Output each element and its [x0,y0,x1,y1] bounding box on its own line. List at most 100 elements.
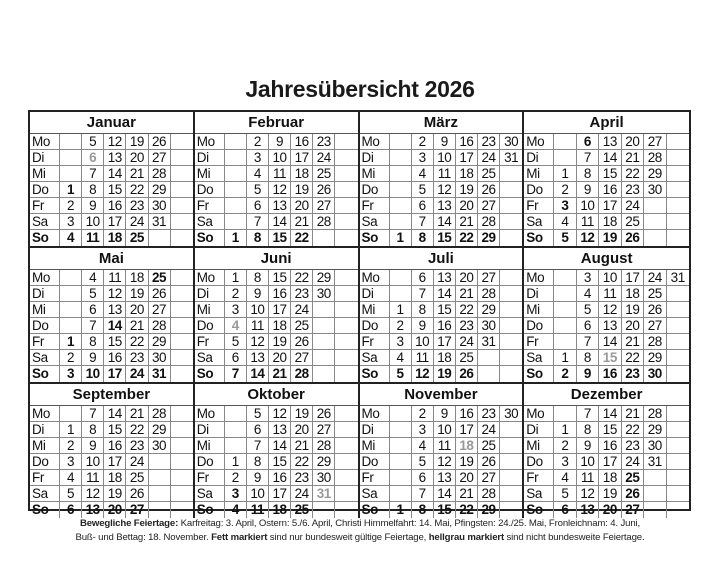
day-cell: 21 [291,438,314,454]
month-block: August Mo 3 10 17 24 31 Di 4 11 18 25 Mi 5 12 19 26 Do 6 13… [524,248,689,384]
day-cell: 5 [390,366,412,382]
weekday-label: Fr [524,470,555,486]
weekday-label: Fr [30,198,60,214]
day-cell: 6 [576,318,600,334]
month-days: Mo 1 8 15 22 29 Di 2 9 16 23 30 Mi 3 10 17 24 Do 4 11 18 25 Fr… [194,270,358,382]
day-cell: 20 [621,134,645,150]
day-cell: 30 [313,286,336,302]
empty-cell [389,406,412,422]
empty-cell [170,454,193,470]
month-block: Dezember Mo 7 14 21 28 Di 1 8 15 22 29 Mi 2 9 16 23 30 Do 3… [524,384,689,518]
day-cell: 20 [621,318,645,334]
weekday-label: Di [524,422,555,438]
month-block: Februar Mo 2 9 16 23 Di 3 10 17 24 Mi 4 11 18 25 Do 5 12 19… [194,112,360,248]
day-cell: 13 [246,350,269,366]
footer-bold-label: Fett markiert [211,532,268,543]
day-cell: 5 [82,286,105,302]
day-cell: 10 [82,214,105,230]
day-cell: 18 [269,502,292,518]
empty-cell [170,422,193,438]
day-cell: 7 [246,438,269,454]
day-cell: 13 [433,470,456,486]
day-cell: 14 [269,214,292,230]
day-cell: 22 [621,166,645,182]
month-name: September [30,384,193,406]
empty-cell [171,502,193,518]
empty-cell [224,422,247,438]
day-cell: 2 [554,366,577,382]
day-cell: 30 [478,318,501,334]
day-cell: 19 [599,486,622,502]
day-cell: 24 [478,422,501,438]
day-cell: 19 [291,182,314,198]
empty-cell [500,286,523,302]
day-cell: 11 [411,350,434,366]
day-cell: 5 [224,334,247,350]
empty-cell [335,470,358,486]
empty-cell [500,502,522,518]
day-cell: 12 [246,334,269,350]
weekday-label: Di [524,150,555,166]
month-name: Juli [359,248,523,270]
empty-cell [335,366,357,382]
day-cell: 19 [269,334,292,350]
day-cell: 2 [554,182,577,198]
day-cell: 22 [456,230,478,246]
day-cell: 7 [246,214,269,230]
day-cell: 1 [390,230,412,246]
day-cell: 13 [104,302,127,318]
day-cell: 11 [599,286,622,302]
empty-cell [170,350,193,366]
day-cell: 27 [313,422,336,438]
weekday-label: Fr [359,334,390,350]
day-cell: 10 [246,302,269,318]
empty-cell [148,454,171,470]
empty-cell [335,150,358,166]
weekday-label: Do [30,318,60,334]
day-cell: 30 [644,182,667,198]
day-cell: 3 [411,150,434,166]
day-cell: 11 [576,214,600,230]
day-cell: 16 [433,318,456,334]
empty-cell [224,166,247,182]
weekday-label: Mi [30,166,60,182]
day-cell: 15 [269,230,292,246]
day-cell: 16 [269,470,292,486]
day-cell: 11 [104,270,127,286]
weekday-label: Mo [359,406,390,422]
day-cell: 28 [291,366,314,382]
weekday-label: Do [30,182,60,198]
day-cell: 24 [621,198,645,214]
day-cell: 18 [291,166,314,182]
day-cell: 27 [148,302,171,318]
day-cell: 31 [313,486,336,502]
day-cell: 5 [554,486,577,502]
day-cell: 21 [621,150,645,166]
day-cell: 1 [224,454,247,470]
day-cell: 9 [576,182,600,198]
day-cell: 25 [313,166,336,182]
day-cell: 21 [126,406,149,422]
day-cell: 11 [247,502,269,518]
day-cell: 22 [456,502,478,518]
day-cell: 5 [554,230,577,246]
day-cell: 30 [148,350,171,366]
empty-cell [389,486,412,502]
empty-cell [500,334,523,350]
page-title: Jahresübersicht 2026 [245,76,475,102]
day-cell: 18 [126,270,149,286]
day-cell: 10 [576,198,600,214]
footer-text-3: sind nur bundesweit gültige Feiertage, [267,532,429,543]
day-cell: 8 [246,270,269,286]
day-cell: 18 [455,166,478,182]
day-cell: 29 [478,302,501,318]
day-cell: 4 [576,286,600,302]
day-cell: 18 [269,318,292,334]
month-days: Mo 6 13 20 27 Di 7 14 21 28 Mi 1 8 15 22 29 Do 2 9 16 23 30 Fr… [359,270,523,382]
day-cell: 5 [411,182,434,198]
day-cell: 8 [247,230,269,246]
empty-cell [170,438,193,454]
day-cell: 20 [269,350,292,366]
day-cell: 16 [104,438,127,454]
weekday-label: Sa [524,214,555,230]
